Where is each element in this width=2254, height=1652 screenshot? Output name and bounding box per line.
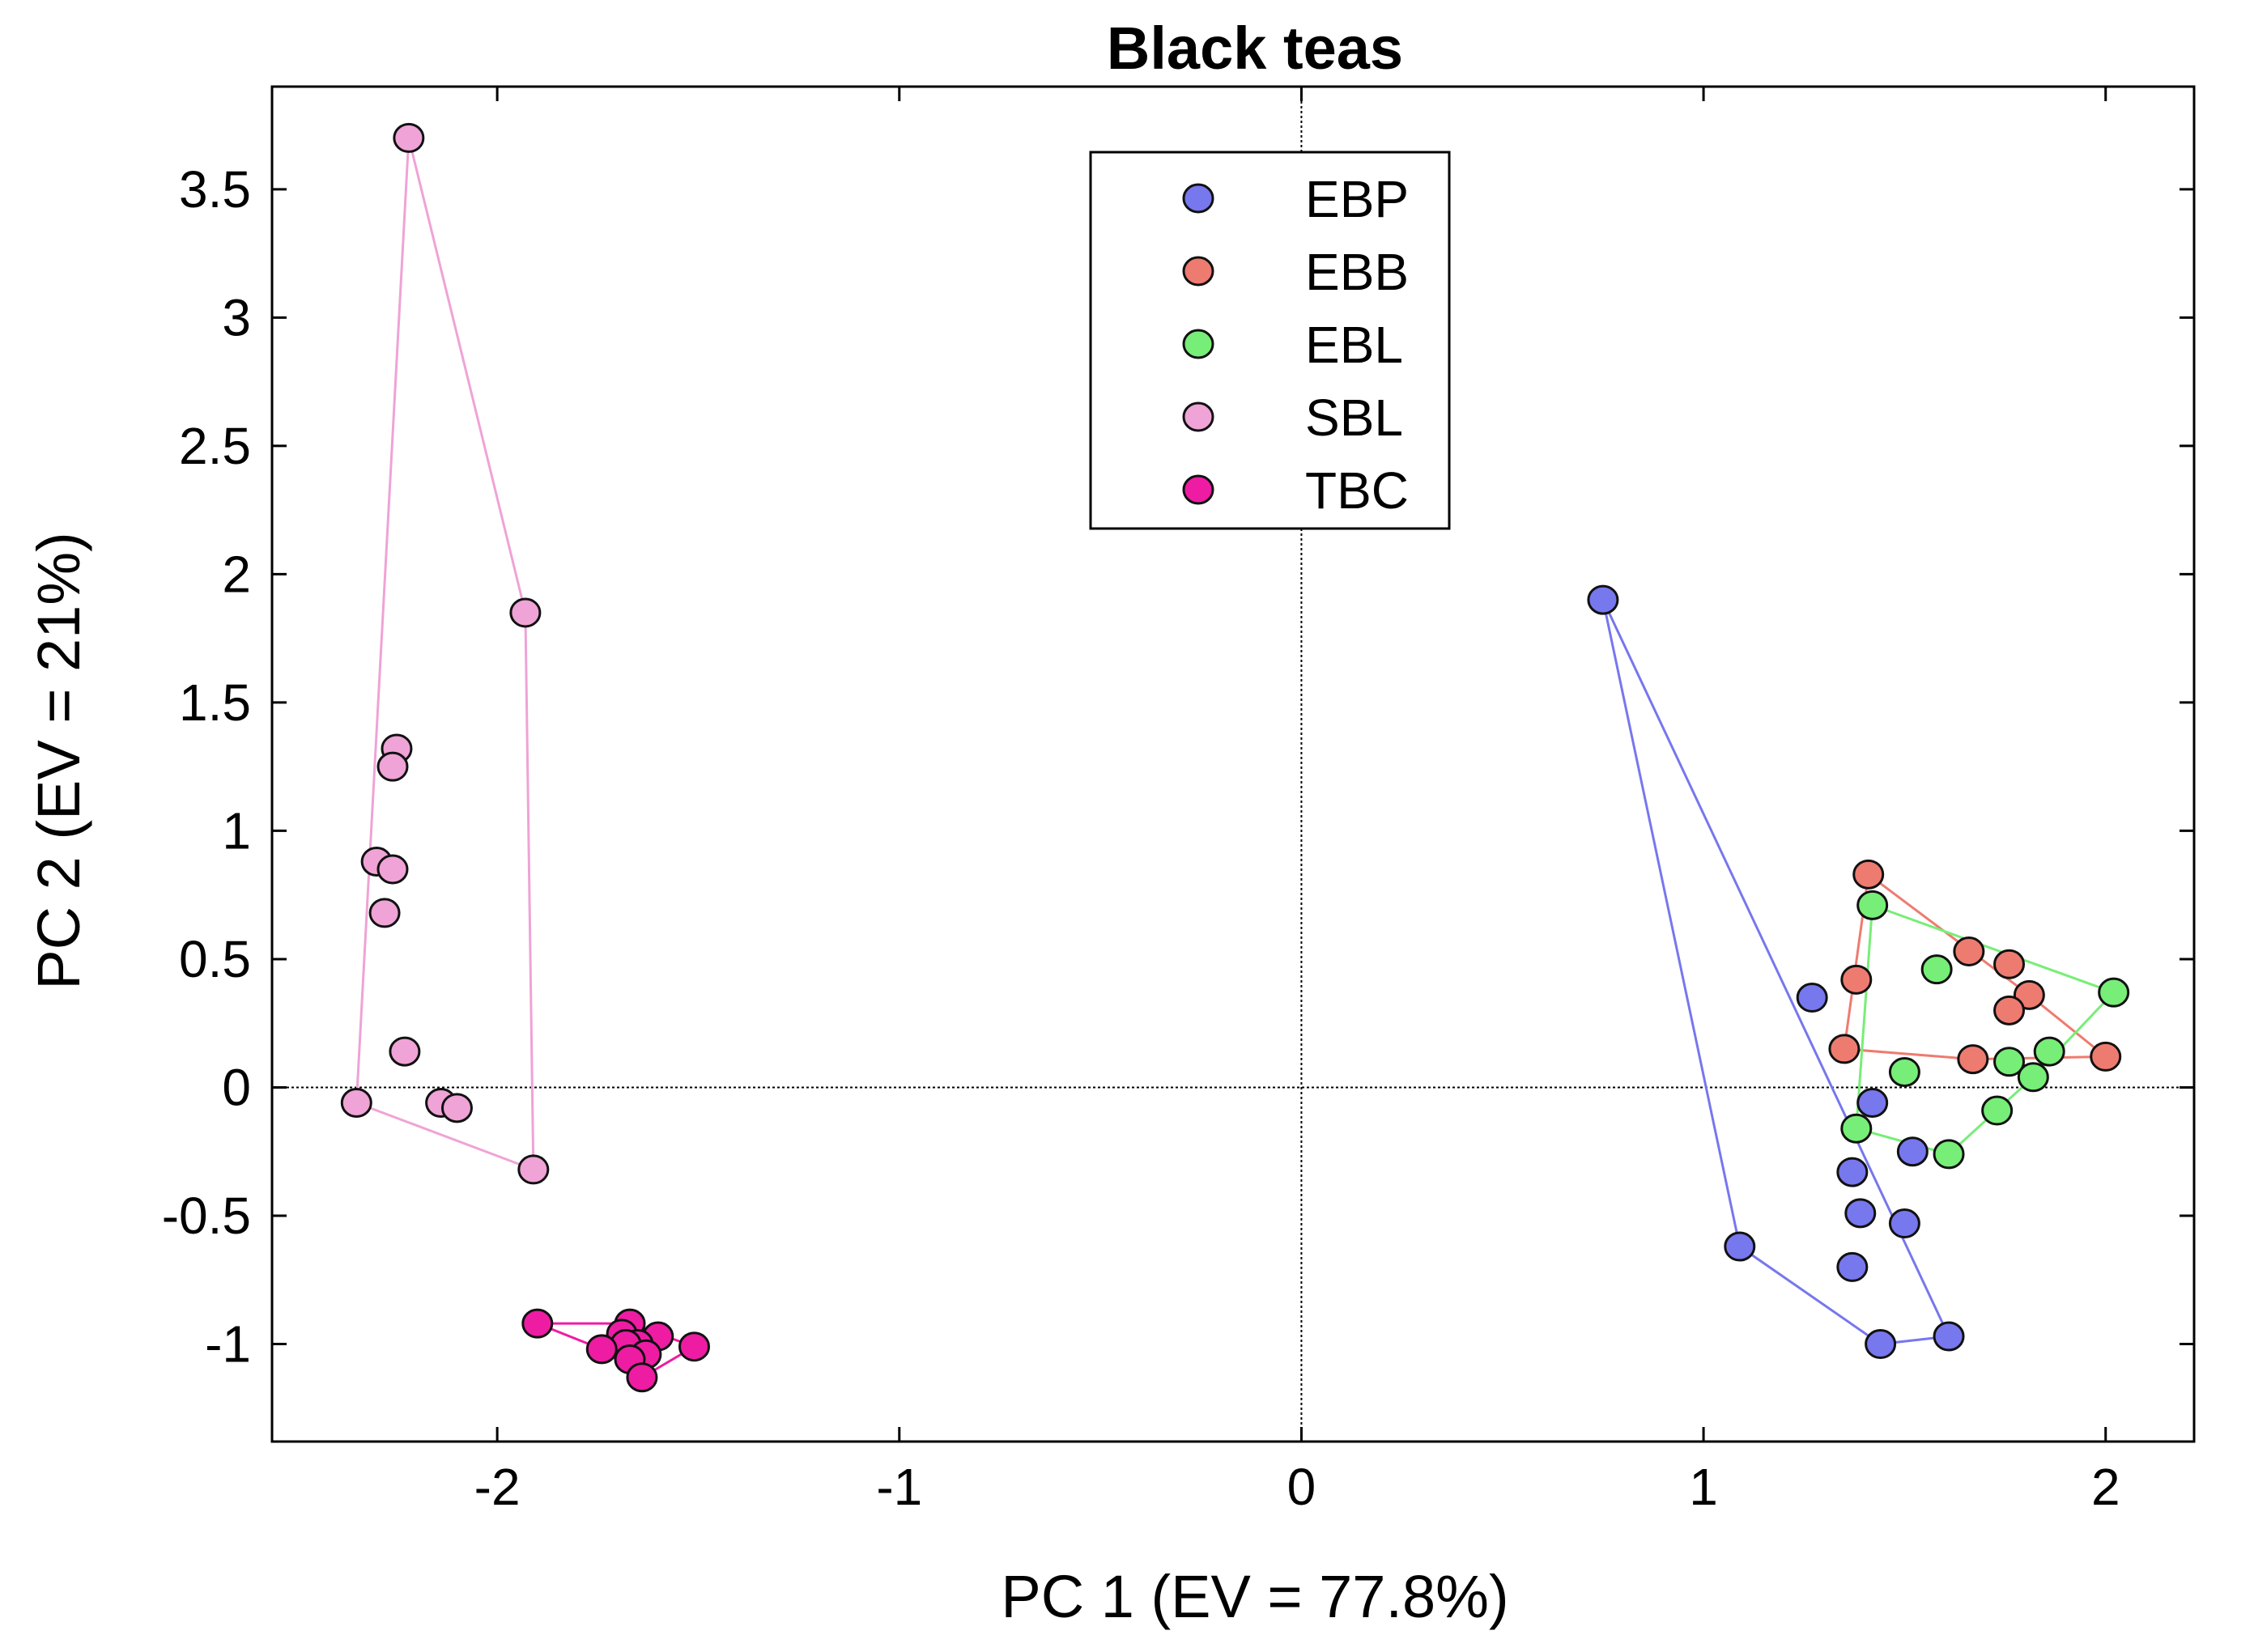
legend-label-ebb: EBB — [1305, 243, 1409, 301]
sbl-point — [389, 1036, 421, 1067]
x-tick-label: -2 — [474, 1458, 521, 1516]
ebl-point — [2098, 977, 2130, 1008]
axis-ticks: -2 -1 0 1 2 -1 -0.5 0 0.5 1 1.5 2 2.5 3 3.5 — [162, 87, 2194, 1516]
legend-label-ebl: EBL — [1305, 316, 1403, 374]
ebp-point — [1836, 1157, 1869, 1187]
ebp-point — [1856, 1088, 1889, 1118]
y-tick-label: 3 — [222, 288, 251, 346]
y-tick-label: 2 — [222, 545, 251, 603]
legend-marker-ebb — [1182, 256, 1214, 287]
ebb-point — [1993, 995, 2026, 1026]
x-tick-label: 2 — [2091, 1458, 2120, 1516]
x-tick-label: 1 — [1689, 1458, 1718, 1516]
y-tick-label: 1.5 — [179, 673, 251, 732]
y-axis-label: PC 2 (EV = 21%) — [25, 532, 92, 990]
ebl-point — [1993, 1047, 2026, 1077]
tbc-point — [521, 1308, 554, 1339]
ebp-point — [1836, 1251, 1869, 1282]
ebl-point — [1933, 1139, 1965, 1170]
ebb-point — [1840, 964, 1873, 995]
ebl-point — [1888, 1056, 1920, 1087]
legend-marker-sbl — [1182, 401, 1214, 432]
tbc-point — [585, 1334, 618, 1365]
ebl-point — [1981, 1095, 2014, 1126]
ebb-point — [1953, 936, 1985, 966]
ebl-point — [1840, 1113, 1873, 1144]
legend-label-sbl: SBL — [1305, 389, 1403, 447]
x-axis-label: PC 1 (EV = 77.8%) — [1001, 1563, 1508, 1630]
ebb-point — [1852, 859, 1885, 890]
ebp-point — [1796, 983, 1828, 1013]
chart-title: Black teas — [1107, 15, 1403, 82]
x-tick-label: 0 — [1287, 1458, 1316, 1516]
ebb-point — [1993, 949, 2026, 979]
ebb-point — [1828, 1034, 1861, 1064]
ebp-point — [1724, 1231, 1756, 1262]
y-tick-label: 1 — [222, 801, 251, 860]
y-tick-label: 3.5 — [179, 160, 251, 219]
legend-marker-ebp — [1182, 183, 1214, 214]
ebb-point — [1957, 1044, 1989, 1075]
tbc-point — [678, 1331, 710, 1362]
ebp-point — [1865, 1329, 1897, 1360]
legend-box — [1089, 151, 1451, 530]
sbl-point — [509, 597, 542, 628]
data-points — [340, 122, 2130, 1393]
ebp-point — [1933, 1321, 1965, 1352]
sbl-point — [376, 751, 409, 782]
legend-marker-ebl — [1182, 329, 1214, 359]
y-tick-label: -1 — [205, 1315, 251, 1374]
ebp-point — [1844, 1198, 1877, 1229]
legend-label-tbc: TBC — [1305, 461, 1409, 520]
legend-label-ebp: EBP — [1305, 170, 1409, 228]
ebl-point — [1920, 954, 1953, 985]
legend-marker-tbc — [1182, 474, 1214, 505]
x-tick-label: -1 — [876, 1458, 922, 1516]
ebl-point — [2033, 1036, 2065, 1067]
sbl-point — [393, 122, 425, 153]
y-tick-label: -0.5 — [162, 1187, 251, 1245]
ebl-point — [1856, 890, 1889, 920]
ebp-point — [1587, 584, 1619, 615]
ebp-point — [1896, 1136, 1929, 1167]
ebb-point — [2090, 1041, 2122, 1072]
tbc-point — [626, 1362, 658, 1393]
legend-items: EBP EBB EBL SBL TBC — [1182, 170, 1409, 520]
sbl-point — [376, 854, 409, 885]
y-tick-label: 0.5 — [179, 930, 251, 988]
y-tick-label: 0 — [222, 1058, 251, 1116]
sbl-point — [340, 1088, 372, 1118]
sbl-point — [517, 1154, 550, 1185]
sbl-point — [440, 1093, 473, 1123]
y-tick-label: 2.5 — [179, 417, 251, 475]
ebp-point — [1888, 1208, 1920, 1239]
ebl-point — [2017, 1062, 2049, 1093]
legend: EBP EBB EBL SBL TBC — [1089, 151, 1451, 530]
sbl-point — [368, 898, 401, 928]
